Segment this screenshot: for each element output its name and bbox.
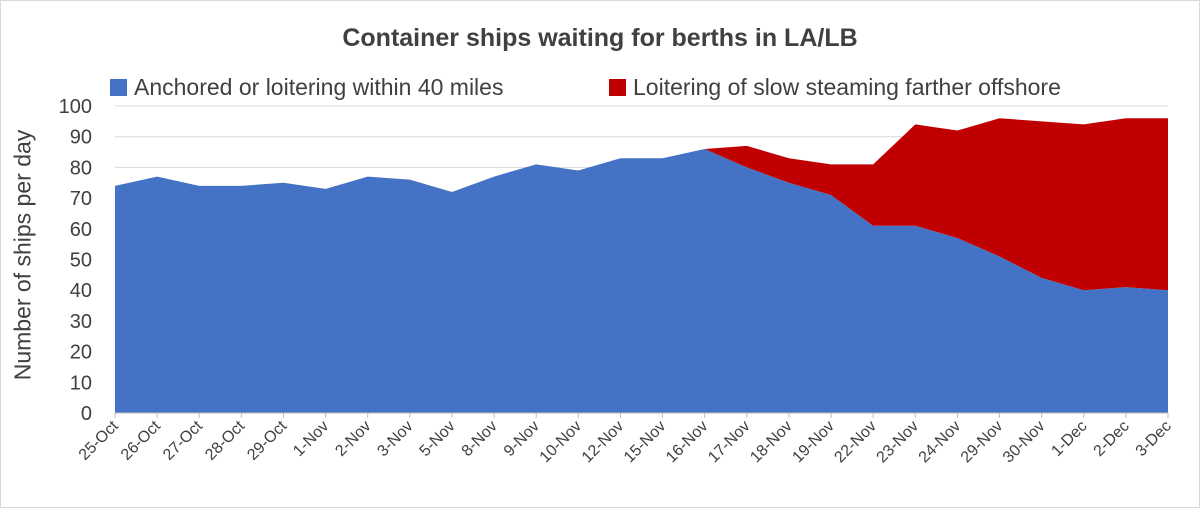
y-tick-label: 10 [70, 372, 92, 394]
x-tick-label: 12-Nov [579, 418, 627, 466]
legend-item-offshore: Loitering of slow steaming farther offsh… [609, 72, 1061, 102]
x-tick-label: 29-Nov [958, 418, 1006, 466]
y-tick-label: 100 [59, 96, 92, 118]
legend-item-anchored: Anchored or loitering within 40 miles [110, 72, 503, 102]
x-tick-label: 30-Nov [1000, 418, 1048, 466]
x-tick-label: 22-Nov [831, 418, 879, 466]
x-tick-label: 28-Oct [202, 417, 248, 463]
x-tick-label: 27-Oct [160, 417, 206, 463]
x-tick-label: 29-Oct [244, 417, 290, 463]
x-tick-label: 16-Nov [663, 418, 711, 466]
x-tick-label: 23-Nov [874, 418, 922, 466]
x-tick-label: 1-Nov [290, 418, 332, 460]
y-tick-label: 0 [81, 403, 92, 425]
x-tick-label: 2-Dec [1091, 418, 1133, 460]
x-tick-label: 3-Dec [1133, 418, 1175, 460]
x-tick-label: 24-Nov [916, 418, 964, 466]
chart-title: Container ships waiting for berths in LA… [342, 24, 858, 52]
y-tick-label: 80 [70, 157, 92, 179]
y-tick-label: 30 [70, 311, 92, 333]
x-tick-label: 2-Nov [332, 418, 374, 460]
legend: Anchored or loitering within 40 miles Lo… [0, 72, 1200, 102]
x-tick-label: 5-Nov [417, 418, 459, 460]
area-series-anchored [115, 148, 1168, 414]
y-tick-label: 20 [70, 342, 92, 364]
x-tick-label: 19-Nov [789, 418, 837, 466]
legend-swatch-anchored [110, 78, 127, 96]
y-tick-label: 60 [70, 219, 92, 241]
y-tick-label: 40 [70, 280, 92, 302]
y-tick-label: 90 [70, 127, 92, 149]
area-series-offshore [115, 118, 1168, 291]
x-tick-label: 3-Nov [374, 418, 416, 460]
x-tick-label: 15-Nov [621, 418, 669, 466]
legend-label-offshore: Loitering of slow steaming farther offsh… [633, 73, 1061, 100]
legend-label-anchored: Anchored or loitering within 40 miles [134, 73, 504, 100]
x-tick-label: 1-Dec [1048, 418, 1090, 460]
x-tick-label: 26-Oct [118, 417, 164, 463]
x-tick-label: 10-Nov [537, 418, 585, 466]
legend-swatch-offshore [609, 78, 626, 96]
y-tick-label: 70 [70, 188, 92, 210]
x-tick-label: 8-Nov [459, 418, 501, 460]
y-tick-label: 50 [70, 250, 92, 272]
x-tick-label: 17-Nov [705, 418, 753, 466]
x-tick-label: 18-Nov [747, 418, 795, 466]
